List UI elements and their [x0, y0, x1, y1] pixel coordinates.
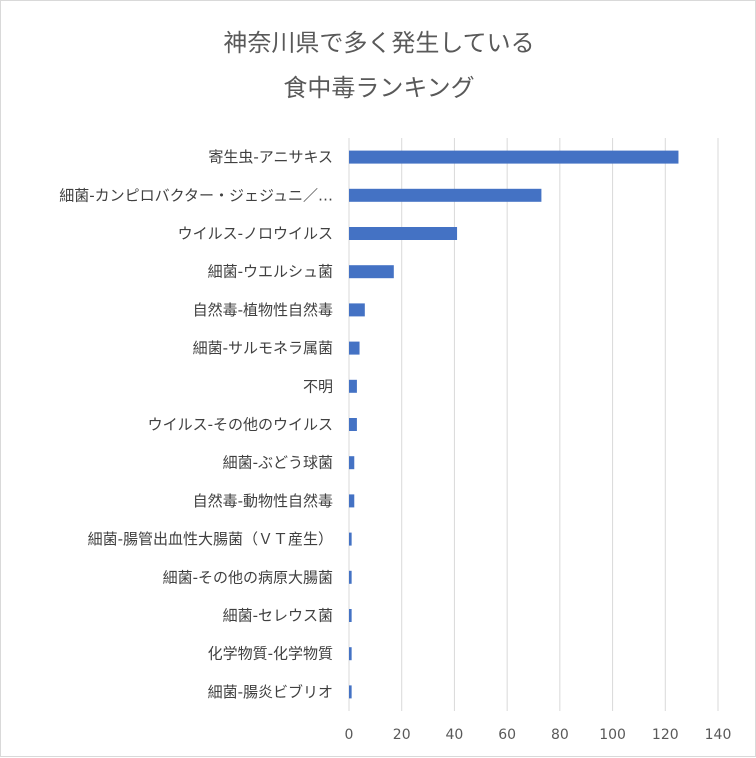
bar [349, 188, 542, 202]
bar [349, 341, 360, 355]
bar [349, 303, 365, 317]
category-label: 細菌-その他の病原大腸菌 [163, 568, 333, 586]
x-tick-label: 60 [498, 727, 516, 743]
category-label: 自然毒-植物性自然毒 [193, 301, 333, 319]
bar [349, 647, 352, 661]
bar [349, 379, 357, 393]
category-label: 細菌-ウエルシュ菌 [208, 263, 333, 281]
x-tick-label: 40 [446, 727, 464, 743]
gridlines [348, 138, 719, 711]
category-label: ウイルス-ノロウイルス [178, 225, 333, 243]
x-tick-label: 140 [705, 727, 732, 743]
bar [349, 265, 394, 279]
x-tick-label: 0 [345, 727, 354, 743]
category-label: 寄生虫-アニサキス [208, 148, 333, 166]
chart-title-line-1: 神奈川県で多く発生している [223, 29, 534, 57]
bar [349, 570, 352, 584]
category-label: 細菌-ぶどう球菌 [223, 454, 333, 472]
category-label: 細菌-腸管出血性大腸菌（ＶＴ産生） [88, 530, 333, 548]
category-label: 自然毒-動物性自然毒 [193, 492, 333, 510]
bar [349, 150, 679, 164]
bar [349, 532, 352, 546]
category-label: 細菌-セレウス菌 [223, 607, 333, 625]
bar [349, 685, 352, 699]
chart-title: 神奈川県で多く発生している 食中毒ランキング [223, 29, 534, 102]
category-label: 細菌-腸炎ビブリオ [208, 683, 333, 701]
bar [349, 494, 355, 508]
x-tick-label: 80 [551, 727, 569, 743]
bars [349, 150, 679, 699]
chart-title-line-2: 食中毒ランキング [283, 74, 474, 102]
bar [349, 227, 458, 240]
x-tick-label: 20 [393, 727, 411, 743]
bar [349, 609, 352, 622]
bar [349, 418, 357, 431]
x-axis-tick-labels: 0 20 40 60 80 100 120 140 [345, 727, 732, 743]
category-label: 化学物質-化学物質 [208, 645, 333, 663]
bar [349, 456, 355, 470]
category-label: ウイルス-その他のウイルス [148, 416, 333, 434]
category-label: 不明 [303, 377, 333, 395]
category-label: 細菌-サルモネラ属菌 [193, 339, 333, 357]
category-label: 細菌-カンピロバクター・ジェジュニ／… [59, 186, 333, 204]
x-tick-label: 120 [652, 727, 679, 743]
x-tick-label: 100 [599, 727, 626, 743]
